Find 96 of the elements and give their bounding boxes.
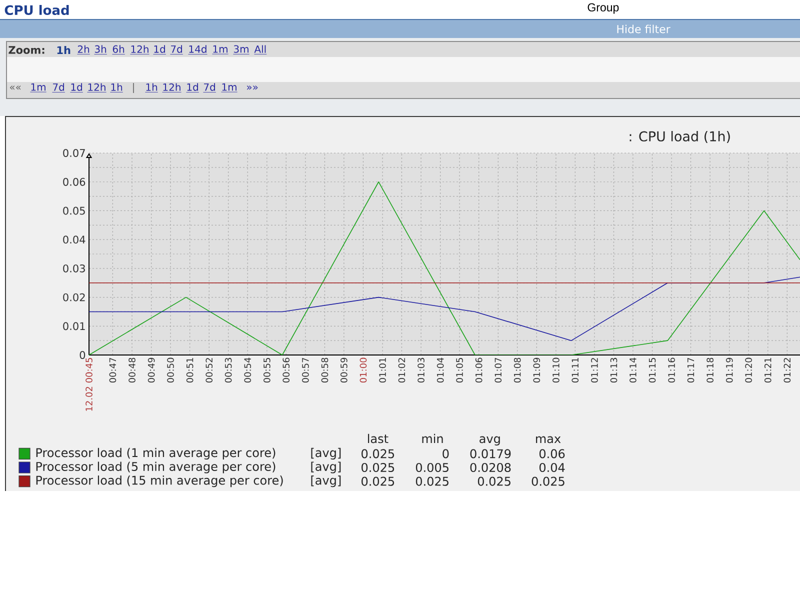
x-tick-label: 01:07 [494,358,502,383]
text: 0.025 [362,476,394,486]
text: 2h [78,45,90,53]
chart-subtitle: : CPU load (1h) [630,130,730,144]
text: 3m [234,45,248,53]
x-tick-label: 00:53 [224,358,232,383]
text: 0 [442,449,449,458]
text: 1d [71,83,82,91]
text: 12h [131,45,148,53]
text: 1h [57,46,70,54]
text: [avg] [311,462,341,474]
text: «« [10,85,21,90]
chart-title: CPU load [4,4,69,16]
x-tick-label: 00:47 [109,358,116,383]
text: 0.0179 [470,449,511,458]
x-tick-label: 01:22 [784,358,791,383]
x-tick-label: 00:59 [340,358,348,383]
text: All [254,45,266,53]
x-tick-label: 00:56 [282,358,290,383]
x-tick-label: 01:19 [726,358,733,383]
text: 6h [112,45,124,53]
y-tick-label: 0.03 [63,264,85,272]
x-tick-label: 01:01 [379,358,386,383]
x-tick-label: 00:48 [128,358,136,383]
text: 1h [111,83,122,91]
x-tick-label: 01:20 [745,358,752,383]
text: 7d [204,83,216,91]
text: 0.04 [539,462,565,472]
text: 1m [213,45,228,53]
text: 0.0208 [470,462,511,472]
text: Group [588,3,619,14]
text: 0.025 [362,462,394,472]
text: [avg] [311,476,341,488]
y-tick-label: 0.05 [63,206,85,215]
text: 1d [187,83,198,91]
y-tick-label: 0.04 [63,236,86,244]
x-tick-label: 01:02 [398,358,406,383]
text: [avg] [311,448,341,460]
x-tick-label: 12.02 00:45 [86,358,92,411]
legend-label: Processor load (5 min average per core) [36,462,276,474]
text: 0.025 [362,449,394,458]
text: min [422,434,443,444]
x-tick-label: 00:50 [167,358,174,383]
text: 1h [146,83,158,91]
x-tick-label: 01:08 [514,358,521,383]
x-tick-label: 01:05 [456,358,463,383]
x-tick-label: 01:04 [436,358,444,383]
y-tick-label: 0.06 [63,178,86,186]
legend-label: Processor load (15 min average per core) [36,476,283,488]
x-tick-label: 00:54 [244,358,252,383]
x-tick-label: 01:09 [533,358,540,383]
y-tick-label: 0.02 [63,293,85,302]
x-tick-label: 01:11 [572,358,579,383]
x-tick-label: 01:16 [668,358,675,383]
x-tick-label: 01:00 [360,358,367,383]
x-tick-label: 01:15 [648,358,656,383]
text: 1d [154,45,166,53]
text: 7d [171,45,182,53]
x-tick-label: 01:21 [764,358,772,383]
text: 1m [222,83,236,91]
x-tick-label: 01:18 [706,358,714,383]
y-tick-label: 0.01 [63,322,85,330]
text: 0.005 [416,462,448,472]
text: 0.06 [539,449,565,458]
text: 3h [94,45,106,53]
x-tick-label: 00:55 [264,358,270,383]
text: »» [247,85,258,90]
x-tick-label: 01:10 [552,358,560,383]
text: 14d [189,45,206,53]
text: 12h [163,83,180,91]
x-tick-label: 01:06 [475,358,482,383]
legend-label: Processor load (1 min average per core) [36,448,276,460]
text: 0.025 [478,476,510,486]
text: 1m [31,83,46,91]
text: | [133,82,134,93]
y-tick-label: 0 [80,351,86,359]
x-tick-label: 01:13 [610,358,618,383]
x-tick-label: 00:49 [148,358,155,383]
text: Zoom: [8,46,44,54]
x-tick-label: 01:12 [591,358,598,383]
text: 0.025 [416,476,448,486]
text: Hide filter [617,24,670,34]
x-tick-label: 00:58 [321,358,328,383]
text: avg [480,436,500,446]
x-tick-label: 00:51 [186,358,194,383]
text: last [368,434,388,444]
text: max [536,436,561,444]
text: 0.025 [532,476,564,486]
x-tick-label: 01:17 [687,358,694,383]
x-tick-label: 01:03 [418,358,424,383]
x-tick-label: 01:14 [630,358,636,383]
text: 7d [53,83,64,91]
y-tick-label: 0.07 [63,149,85,157]
text: 12h [88,83,106,91]
x-tick-label: 00:57 [302,358,309,383]
x-tick-label: 00:52 [206,358,213,383]
